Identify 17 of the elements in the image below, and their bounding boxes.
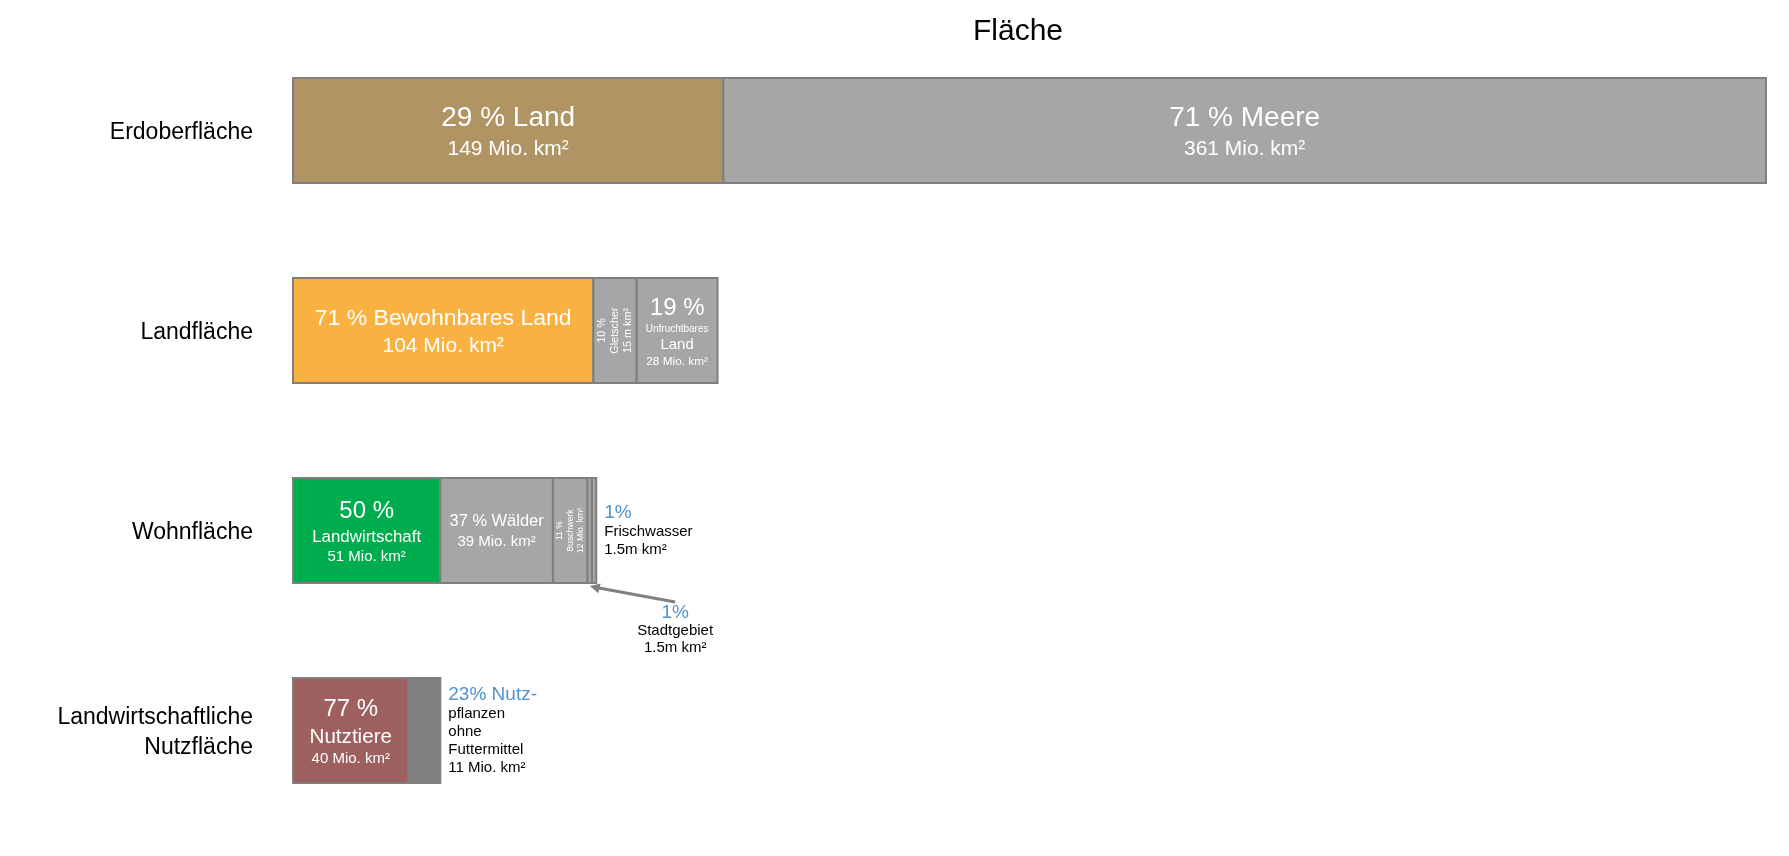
- data-label: 29 % Land 149 Mio. km²: [441, 101, 576, 159]
- data-label: 1% Frischwasser 1.5m km²: [604, 500, 693, 557]
- data-label: 77 % Nutztiere 40 Mio. km²: [309, 694, 393, 767]
- data-label: 10 % Gletscher 15 m km²: [595, 306, 634, 354]
- y-tick-label: Landfläche: [140, 317, 253, 344]
- data-label: 11 % Buschwerk 12 Mio. km²: [554, 507, 586, 554]
- y-tick-label: Erdoberfläche: [109, 117, 253, 144]
- data-label: 23% Nutz- pflanzen ohne Futtermittel 11 Mio. km²: [448, 682, 537, 775]
- y-tick-label: Landwirtschaftliche Nutzfläche: [57, 702, 253, 759]
- data-label: 50 % Landwirtschaft 51 Mio. km²: [312, 496, 422, 564]
- data-label: 1% Stadtgebiet 1.5m km²: [637, 601, 714, 655]
- chart-title: Fläche: [972, 13, 1064, 46]
- data-label: 71 % Bewohnbares Land 104 Mio. km²: [314, 303, 572, 356]
- y-tick-label: Wohnfläche: [131, 517, 253, 544]
- data-label: 71 % Meere 361 Mio. km²: [1169, 101, 1321, 159]
- data-label: 37 % Wälder 39 Mio. km²: [449, 511, 545, 549]
- data-label: 19 % Unfruchtbares Land 28 Mio. km²: [645, 293, 709, 368]
